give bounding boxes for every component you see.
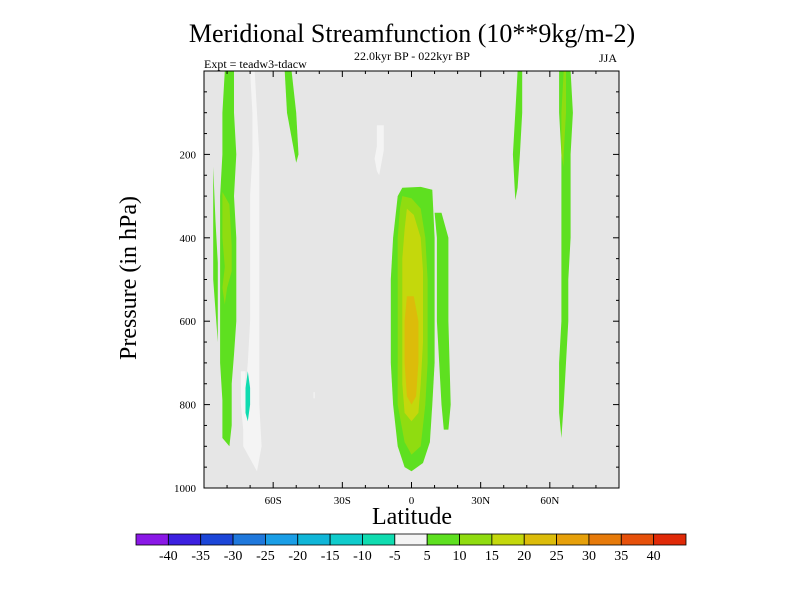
x-tick-label: 0 — [409, 495, 415, 507]
contour-region-15 — [561, 71, 566, 167]
colorbar-label: -10 — [353, 549, 372, 564]
colorbar — [135, 533, 687, 546]
experiment-subtitle: Expt = teadw3-tdacw — [204, 57, 307, 71]
season-subtitle: JJA — [599, 51, 617, 65]
colorbar-box — [653, 533, 687, 546]
y-tick-label: 1000 — [174, 483, 197, 495]
y-tick-label: 800 — [180, 400, 197, 412]
colorbar-box — [394, 533, 428, 546]
colorbar-box — [588, 533, 622, 546]
colorbar-label: 20 — [517, 549, 531, 564]
contour-region-6 — [374, 125, 384, 176]
colorbar-box — [491, 533, 525, 546]
x-tick-label: 30S — [334, 495, 351, 507]
axis-ticks — [203, 70, 620, 489]
colorbar-label: 15 — [485, 549, 499, 564]
colorbar-box — [232, 533, 266, 546]
x-tick-labels: 60S 30S 0 30N 60N — [265, 495, 560, 507]
colorbar-label: -5 — [389, 549, 401, 564]
colorbar-box — [459, 533, 493, 546]
colorbar-label: -25 — [256, 549, 275, 564]
contour-region-4 — [245, 371, 251, 422]
y-tick-labels: 200 400 600 800 1000 — [174, 149, 197, 495]
chart-title: Meridional Streamfunction (10**9kg/m-2) — [189, 19, 635, 48]
contour-region-7 — [313, 392, 315, 399]
contour-region-5 — [284, 71, 299, 163]
colorbar-label: -20 — [288, 549, 307, 564]
contour-region-0 — [213, 166, 218, 343]
colorbar-box — [297, 533, 331, 546]
colorbar-label: -30 — [224, 549, 243, 564]
colorbar-label: 5 — [424, 549, 431, 564]
time-period-subtitle: 22.0kyr BP - 022kyr BP — [354, 49, 470, 63]
colorbar-label: -35 — [191, 549, 210, 564]
colorbar-box — [265, 533, 299, 546]
contour-region-13 — [512, 71, 523, 201]
colorbar-box — [167, 533, 202, 546]
x-tick-label: 60S — [265, 495, 282, 507]
contour-region-3 — [240, 71, 262, 472]
colorbar-box — [620, 533, 655, 546]
y-tick-label: 600 — [180, 316, 197, 328]
contour-region-2 — [222, 191, 232, 305]
colorbar-label: 35 — [614, 549, 628, 564]
colorbar-box — [523, 533, 557, 546]
x-tick-label: 60N — [540, 495, 559, 507]
x-tick-label: 30N — [471, 495, 490, 507]
y-tick-label: 400 — [180, 233, 197, 245]
colorbar-box — [329, 533, 363, 546]
x-axis-label: Latitude — [372, 504, 452, 530]
colorbar-box — [556, 533, 590, 546]
colorbar-label: -40 — [159, 549, 178, 564]
colorbar-box — [362, 533, 396, 546]
colorbar-label: 40 — [647, 549, 661, 564]
contour-region-9 — [434, 212, 451, 430]
y-axis-label: Pressure (in hPa) — [116, 196, 142, 360]
colorbar-box — [200, 533, 234, 546]
contour-region-14 — [559, 71, 573, 438]
colorbar-label: 10 — [453, 549, 467, 564]
colorbar-label: 25 — [550, 549, 564, 564]
colorbar-labels: -40 -35 -30 -25 -20 -15 -10 -5 5 10 15 20 25 30 35 40 — [159, 549, 661, 564]
y-tick-label: 200 — [180, 149, 197, 161]
contour-region-12 — [404, 296, 419, 405]
contour-fills — [213, 71, 573, 472]
colorbar-label: -15 — [321, 549, 340, 564]
colorbar-box — [135, 533, 169, 546]
colorbar-label: 30 — [582, 549, 596, 564]
colorbar-box — [426, 533, 460, 546]
